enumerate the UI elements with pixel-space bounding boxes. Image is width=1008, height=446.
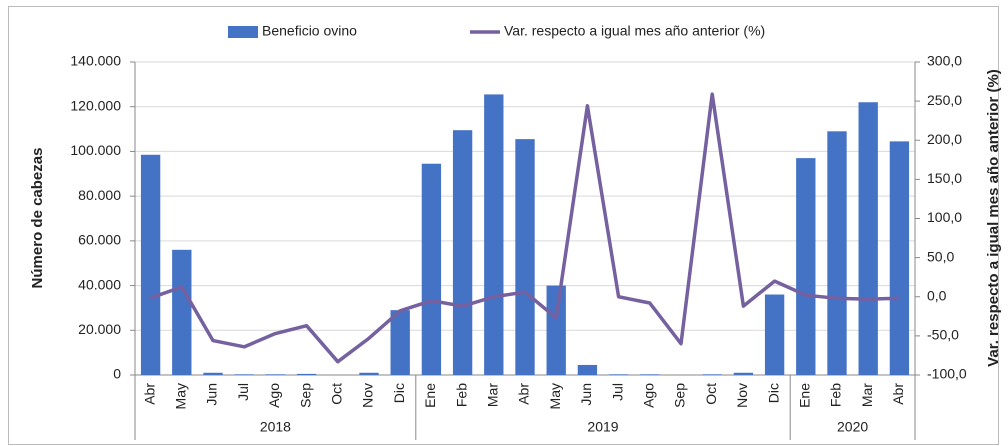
bar xyxy=(702,374,722,375)
x-tick-label: Jun xyxy=(204,383,220,406)
x-tick-label: Feb xyxy=(453,383,469,407)
bar xyxy=(733,372,754,375)
x-tick-label: May xyxy=(547,383,563,409)
x-tick-label: Dic xyxy=(765,383,781,403)
y2-tick-label: 300,0 xyxy=(927,53,962,69)
y2-tick-label: 200,0 xyxy=(927,131,962,147)
x-tick-label: Jul xyxy=(235,383,251,401)
bar xyxy=(172,249,192,375)
x-tick-label: Jun xyxy=(578,383,594,406)
x-tick-label: Mar xyxy=(859,383,875,407)
x-tick-label: Jul xyxy=(609,383,625,401)
x-tick-label: Sep xyxy=(297,383,313,408)
bar xyxy=(296,373,317,375)
y-tick-label: 60.000 xyxy=(78,232,121,248)
y-axis-title: Número de cabezas xyxy=(29,148,46,289)
bar xyxy=(577,364,598,375)
bar xyxy=(608,374,629,375)
bar xyxy=(452,130,473,375)
y-tick-label: 120.000 xyxy=(70,97,121,113)
y2-axis-title: Var. respecto a igual mes año anterior (… xyxy=(985,69,1002,367)
legend-swatch xyxy=(228,26,258,38)
bar xyxy=(515,139,535,375)
y2-tick-label: 50,0 xyxy=(927,248,954,264)
y2-tick-label: 0,0 xyxy=(927,287,947,303)
x-tick-label: Sep xyxy=(672,383,688,408)
x-tick-label: Ago xyxy=(641,383,657,408)
x-tick-label: Nov xyxy=(360,383,376,408)
y2-tick-label: -50,0 xyxy=(927,327,959,343)
x-tick-label: May xyxy=(173,383,189,409)
y-tick-label: 100.000 xyxy=(70,142,121,158)
x-tick-label: Abr xyxy=(516,383,532,405)
x-tick-label: Nov xyxy=(734,383,750,408)
x-tick-label: Dic xyxy=(391,383,407,403)
y-tick-label: 80.000 xyxy=(78,187,121,203)
bar xyxy=(640,374,660,375)
bar xyxy=(203,372,223,375)
bar xyxy=(546,285,566,375)
bar xyxy=(858,102,878,375)
y-tick-label: 40.000 xyxy=(78,276,121,292)
x-tick-label: Ene xyxy=(797,383,813,408)
x-tick-label: Ago xyxy=(266,383,282,408)
bar xyxy=(764,294,785,375)
x-tick-label: Oct xyxy=(329,383,345,405)
y2-tick-label: 100,0 xyxy=(927,209,962,225)
x-tick-label: Mar xyxy=(485,383,501,407)
y-tick-label: 140.000 xyxy=(70,53,121,69)
legend-label: Beneficio ovino xyxy=(262,23,357,39)
bar xyxy=(421,163,442,375)
bar xyxy=(796,158,816,375)
line xyxy=(150,92,900,364)
group-label: 2019 xyxy=(587,419,618,435)
bar xyxy=(889,141,910,375)
legend-label: Var. respecto a igual mes año anterior (… xyxy=(504,23,765,39)
bar xyxy=(234,374,254,375)
group-label: 2018 xyxy=(260,419,291,435)
x-tick-label: Oct xyxy=(703,383,719,405)
bar xyxy=(140,154,161,375)
x-tick-label: Abr xyxy=(890,383,906,405)
bar xyxy=(390,310,410,375)
x-tick-label: Abr xyxy=(141,383,157,405)
bar xyxy=(265,374,286,375)
x-tick-label: Ene xyxy=(422,383,438,408)
y2-tick-label: 250,0 xyxy=(927,92,962,108)
bar xyxy=(484,94,504,376)
y2-tick-label: -100,0 xyxy=(927,366,967,382)
y-tick-label: 20.000 xyxy=(78,321,121,337)
group-label: 2020 xyxy=(837,419,868,435)
y-tick-label: 0 xyxy=(113,366,121,382)
bar xyxy=(359,372,379,375)
x-tick-label: Feb xyxy=(828,383,844,407)
y2-tick-label: 150,0 xyxy=(927,170,962,186)
bar xyxy=(827,131,847,375)
